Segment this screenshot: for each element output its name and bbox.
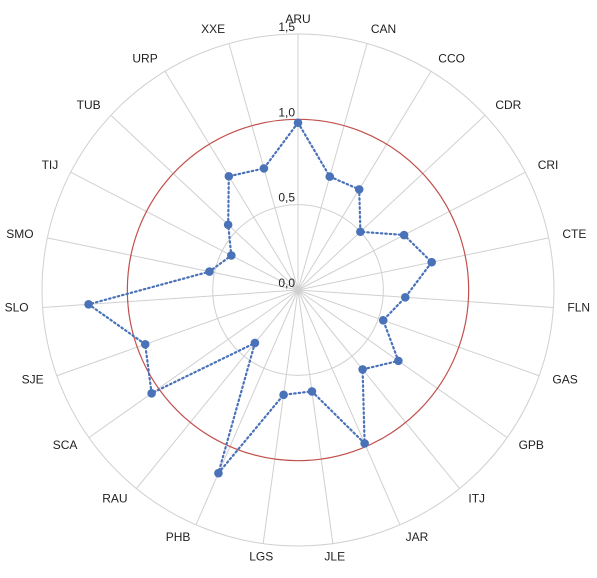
- category-label-tub: TUB: [77, 98, 101, 112]
- spoke-fln: [297, 289, 554, 308]
- point-slo: [84, 300, 93, 309]
- category-label-rau: RAU: [102, 492, 127, 506]
- category-label-fln: FLN: [567, 301, 590, 315]
- spoke-tij: [70, 171, 299, 291]
- category-label-slo: SLO: [5, 301, 29, 315]
- spoke-lgs: [262, 289, 299, 544]
- point-jle: [307, 387, 317, 396]
- point-urp: [224, 171, 234, 181]
- point-aru: [293, 118, 303, 128]
- category-label-cco: CCO: [438, 51, 465, 65]
- spoke-sje: [56, 289, 299, 377]
- tick-label-0: 0,0: [278, 276, 295, 290]
- spoke-cte: [297, 237, 549, 291]
- radial-tick-labels: 0,0 0,5 1,0 1,5: [278, 20, 295, 290]
- spoke-gas: [297, 289, 540, 377]
- category-label-cte: CTE: [562, 227, 586, 241]
- point-sje: [140, 339, 150, 349]
- point-sca: [147, 389, 156, 398]
- category-label-gpb: GPB: [519, 438, 544, 452]
- spoke-itj: [297, 289, 460, 489]
- spoke-tub: [110, 114, 299, 291]
- spoke-cri: [297, 171, 526, 291]
- spoke-rau: [136, 289, 299, 489]
- category-label-phb: PHB: [166, 530, 191, 544]
- category-label-tij: TIJ: [42, 158, 59, 172]
- category-labels: ARU CAN CCO CDR CRI CTE FLN GAS GPB ITJ JAR JLE LGS P…: [5, 12, 590, 563]
- category-label-sje: SJE: [22, 373, 44, 387]
- radar-spokes: [42, 34, 554, 544]
- point-fln: [400, 293, 410, 302]
- spoke-slo: [42, 289, 299, 308]
- spoke-jle: [297, 289, 334, 544]
- series-path: [86, 120, 434, 474]
- point-jar: [360, 439, 369, 448]
- category-label-smo: SMO: [6, 227, 33, 241]
- category-label-cdr: CDR: [495, 98, 521, 112]
- point-cco: [354, 185, 364, 194]
- spoke-cco: [297, 71, 432, 291]
- point-cri: [399, 230, 409, 240]
- point-smo: [205, 267, 214, 276]
- point-tij: [227, 251, 236, 260]
- category-label-xxe: XXE: [201, 22, 225, 36]
- point-itj: [358, 365, 367, 374]
- category-label-itj: ITJ: [468, 492, 485, 506]
- spoke-phb: [195, 289, 299, 526]
- spoke-urp: [164, 71, 299, 291]
- category-label-can: CAN: [371, 22, 396, 36]
- category-label-urp: URP: [132, 51, 157, 65]
- point-cte: [427, 257, 436, 267]
- spoke-can: [297, 43, 368, 291]
- spoke-gpb: [297, 289, 508, 439]
- spoke-sca: [88, 289, 299, 439]
- point-phb: [214, 468, 223, 478]
- spoke-smo: [47, 237, 299, 291]
- category-label-jar: JAR: [406, 530, 429, 544]
- point-cdr: [356, 227, 365, 237]
- point-rau: [250, 338, 260, 348]
- point-tub: [223, 220, 233, 230]
- tick-label-1: 0,5: [278, 191, 295, 205]
- category-label-aru: ARU: [285, 12, 310, 26]
- series-line: [86, 120, 434, 474]
- category-label-lgs: LGS: [249, 550, 273, 564]
- category-label-jle: JLE: [324, 550, 345, 564]
- series-points: [84, 118, 436, 478]
- spoke-jar: [297, 289, 401, 526]
- category-label-gas: GAS: [552, 373, 577, 387]
- category-label-cri: CRI: [538, 158, 559, 172]
- point-gpb: [394, 356, 403, 366]
- point-xxe: [259, 164, 269, 173]
- spoke-cdr: [297, 114, 486, 291]
- point-gas: [378, 315, 388, 325]
- category-label-sca: SCA: [53, 438, 78, 452]
- point-can: [325, 172, 335, 181]
- tick-label-3: 1,5: [278, 20, 295, 34]
- tick-label-2: 1,0: [278, 105, 295, 119]
- point-lgs: [279, 390, 288, 400]
